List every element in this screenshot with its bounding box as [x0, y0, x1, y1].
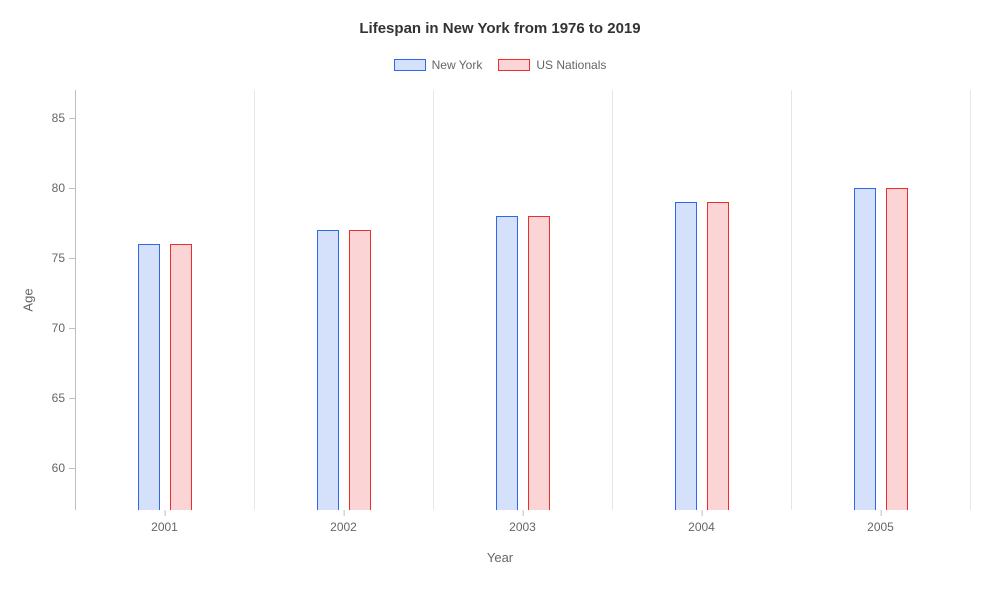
x-tick: 2001	[151, 510, 178, 534]
y-axis-line	[75, 90, 76, 510]
gridline	[254, 90, 255, 510]
legend-swatch	[498, 59, 530, 71]
x-axis-label: Year	[0, 550, 1000, 565]
bar	[349, 230, 371, 510]
bar	[675, 202, 697, 510]
lifespan-chart: Lifespan in New York from 1976 to 2019 N…	[0, 0, 1000, 600]
gridline	[433, 90, 434, 510]
gridline	[970, 90, 971, 510]
y-axis-label: Age	[21, 288, 36, 311]
x-tick: 2003	[509, 510, 536, 534]
bar	[170, 244, 192, 510]
plot-area: 60657075808520012002200320042005	[75, 90, 970, 510]
gridline	[612, 90, 613, 510]
chart-legend: New York US Nationals	[0, 58, 1000, 72]
chart-title: Lifespan in New York from 1976 to 2019	[0, 20, 1000, 37]
y-tick: 85	[52, 111, 75, 125]
bar	[496, 216, 518, 510]
gridline	[791, 90, 792, 510]
y-tick: 80	[52, 181, 75, 195]
bar	[886, 188, 908, 510]
x-tick: 2004	[688, 510, 715, 534]
x-tick: 2002	[330, 510, 357, 534]
y-tick: 60	[52, 461, 75, 475]
y-tick: 75	[52, 251, 75, 265]
legend-item: New York	[394, 58, 483, 72]
legend-label: US Nationals	[536, 58, 606, 72]
y-tick: 65	[52, 391, 75, 405]
bar	[528, 216, 550, 510]
bar	[317, 230, 339, 510]
legend-swatch	[394, 59, 426, 71]
x-tick: 2005	[867, 510, 894, 534]
legend-item: US Nationals	[498, 58, 606, 72]
y-tick: 70	[52, 321, 75, 335]
bar	[854, 188, 876, 510]
legend-label: New York	[432, 58, 483, 72]
bar	[138, 244, 160, 510]
bar	[707, 202, 729, 510]
